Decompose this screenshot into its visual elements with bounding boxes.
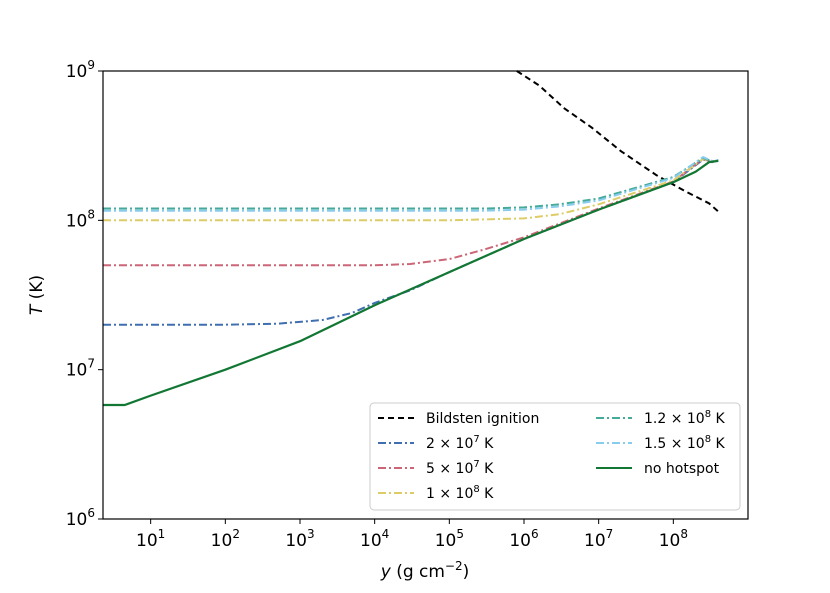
x-tick-label-base: 10	[509, 531, 531, 551]
x-tick-label: 104	[360, 527, 389, 551]
x-tick-label-exponent: 1	[158, 527, 166, 541]
legend-label: 1.2 × 108 K	[644, 409, 726, 427]
series-line-no-hotspot	[103, 159, 719, 407]
x-axis-label: y (g cm−2)	[380, 559, 470, 582]
x-tick-label-base: 10	[435, 531, 457, 551]
x-tick-label-base: 10	[584, 531, 606, 551]
legend-label: 1.5 × 108 K	[644, 434, 726, 452]
legend-label: no hotspot	[644, 461, 720, 477]
legend-item-1-2-10-8-k: 1.2 × 108 K	[596, 409, 726, 427]
x-tick-label: 105	[435, 527, 464, 551]
series-line-2-10-7-k	[103, 158, 719, 326]
x-axis-unit-close: )	[463, 562, 470, 582]
y-axis-unit: (K)	[27, 275, 47, 299]
x-axis-unit-exponent: −2	[445, 559, 463, 573]
legend-items: Bildsten ignition 2 × 107 K 5 × 107 K 1 × 1…	[378, 409, 726, 502]
x-tick-label: 106	[509, 527, 538, 551]
y-tick-label-base: 10	[66, 62, 88, 82]
series-line-5-10-7-k	[103, 157, 719, 267]
x-tick-label-exponent: 4	[382, 527, 390, 541]
legend: Bildsten ignition 2 × 107 K 5 × 107 K 1 × 1…	[369, 402, 741, 511]
legend-item-bildsten-ignition: Bildsten ignition	[378, 411, 539, 427]
x-axis-unit: (g cm	[396, 562, 445, 582]
y-tick-label-exponent: 9	[87, 58, 95, 72]
series-line-1-5-10-8-k	[103, 156, 719, 212]
y-axis-label: T (K)	[27, 275, 47, 315]
x-tick-label-exponent: 7	[606, 527, 614, 541]
y-tick-label-exponent: 6	[87, 506, 95, 520]
x-tick-label-base: 10	[360, 531, 382, 551]
legend-item-no-hotspot: no hotspot	[596, 461, 720, 477]
legend-label: 5 × 107 K	[426, 459, 494, 477]
y-tick-label: 109	[66, 58, 95, 82]
x-tick-label: 102	[211, 527, 240, 551]
x-axis-variable: y	[380, 562, 392, 582]
x-tick-label: 107	[584, 527, 613, 551]
y-tick-label-base: 10	[66, 510, 88, 530]
x-tick-label-exponent: 2	[232, 527, 240, 541]
series-line-1-2-10-8-k	[103, 156, 719, 210]
y-tick-label-base: 10	[66, 361, 88, 381]
series-line-bildsten-ignition	[516, 70, 721, 214]
legend-item-1-5-10-8-k: 1.5 × 108 K	[596, 434, 726, 452]
legend-item-5-10-7-k: 5 × 107 K	[378, 459, 494, 477]
legend-item-2-10-7-k: 2 × 107 K	[378, 434, 494, 452]
series-lines	[103, 70, 721, 407]
legend-label: 2 × 107 K	[426, 434, 494, 452]
plot-frame	[102, 70, 749, 520]
x-tick-label-exponent: 6	[531, 527, 539, 541]
legend-label: Bildsten ignition	[426, 411, 539, 427]
x-tick-label-exponent: 8	[680, 527, 688, 541]
y-tick-label: 107	[66, 357, 95, 381]
x-tick-label-exponent: 3	[307, 527, 315, 541]
x-tick-label-base: 10	[285, 531, 307, 551]
x-tick-label-base: 10	[136, 531, 158, 551]
legend-frame	[369, 402, 741, 511]
y-tick-label-exponent: 7	[87, 357, 95, 371]
x-tick-label: 101	[136, 527, 165, 551]
y-tick-label-exponent: 8	[87, 207, 95, 221]
y-tick-label-base: 10	[66, 211, 88, 231]
y-axis-variable: T	[27, 303, 47, 315]
x-tick-label-base: 10	[659, 531, 681, 551]
y-tick-label: 108	[66, 207, 95, 231]
x-tick-label: 108	[659, 527, 688, 551]
x-tick-label: 103	[285, 527, 314, 551]
x-tick-label-exponent: 5	[456, 527, 464, 541]
y-tick-label: 106	[66, 506, 95, 530]
x-tick-label-base: 10	[211, 531, 233, 551]
legend-item-1-10-8-k: 1 × 108 K	[378, 484, 494, 502]
legend-label: 1 × 108 K	[426, 484, 494, 502]
series-line-1-10-8-k	[103, 157, 719, 222]
